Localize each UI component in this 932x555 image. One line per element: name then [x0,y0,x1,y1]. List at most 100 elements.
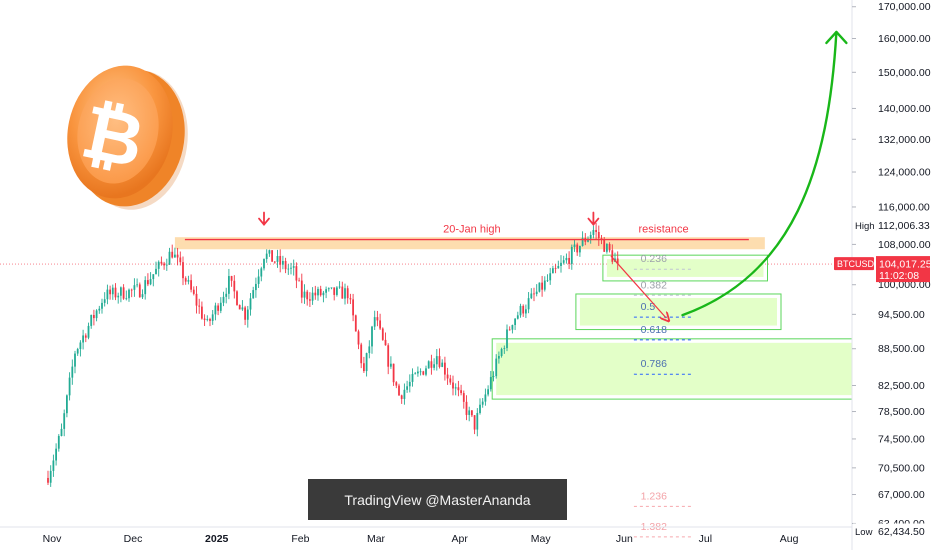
candle-body [487,389,489,395]
candle-body [98,308,101,311]
resistance-label-right: resistance [639,224,689,236]
projected-dip-arrow [610,255,666,318]
candle-body [184,278,187,282]
candle-body [398,385,400,396]
candle-body [174,254,176,258]
candle-body [579,245,581,253]
candle-body [109,289,111,295]
candle-body [114,287,117,298]
x-tick-label: 2025 [205,533,229,545]
y-tick-label: 67,000.00 [878,489,925,501]
candle-body [187,280,190,282]
candle-body [379,320,381,329]
high-price-value: 112,006.33 [878,220,930,232]
candle-body [68,377,71,396]
candle-body [300,280,303,298]
candle-body [462,393,465,402]
candle-body [195,293,198,306]
candle-body [425,368,427,375]
candle-body [214,305,217,315]
candle-body [360,344,363,364]
candle-body [581,237,584,246]
y-tick-label: 116,000.00 [878,201,930,213]
candle-body [93,314,95,319]
fib-level-label: 0.236 [641,253,667,265]
candle-body [411,373,414,382]
candle-body [306,291,309,300]
candle-body [365,353,368,372]
x-tick-label: Mar [367,533,386,545]
low-price-tag: Low [855,527,873,538]
candle-body [465,401,468,415]
candle-body [147,280,149,285]
candle-body [511,325,514,330]
candle-body [538,282,541,292]
candle-body [498,356,500,359]
x-tick-label: Feb [291,533,309,545]
high-price-value-bg [876,217,930,233]
candle-body [311,292,314,301]
candle-body [141,294,144,298]
candle-body [363,363,365,372]
candle-body [87,325,90,338]
candle-body [209,319,211,321]
candle-body [600,238,603,240]
candle-body [570,246,573,264]
candle-body [346,288,349,299]
candle-body [452,382,454,389]
candle-body [257,276,260,284]
candle-body [279,256,282,265]
fib-level-label: 0.382 [641,279,667,291]
down-arrow-icon [587,211,600,226]
y-tick-label: 140,000.00 [878,103,931,115]
countdown-timer: 11:02:08 [879,270,919,282]
candle-body [541,282,543,290]
candle-body [222,296,225,303]
candle-body [284,260,287,270]
candle-body [265,253,268,260]
candle-body [349,298,352,300]
candle-body [198,305,201,307]
x-tick-label: Apr [452,533,469,545]
candle-body [392,363,395,383]
candle-body [255,283,257,291]
candle-body [192,289,195,294]
candle-body [122,287,125,299]
support-zone-border-1 [602,254,769,282]
candle-body [473,415,476,430]
fib-level-label: 0.786 [641,358,667,370]
candle-body [298,280,300,282]
candle-body [554,268,557,270]
candle-body [79,342,82,350]
candle-body [290,267,292,269]
candle-body [249,298,252,310]
candle-body [155,268,157,275]
candle-body [592,229,595,235]
candle-body [168,251,171,265]
candle-body [106,289,109,300]
candle-body [292,266,295,268]
candle-body [368,346,371,354]
candle-body [506,329,508,349]
candle-body [322,292,325,296]
candle-body [157,261,160,269]
candle-body [55,448,57,461]
low-price-value: 62,434.50 [878,526,925,538]
candle-body [543,280,546,290]
candle-body [603,239,606,252]
candle-body [101,302,103,309]
symbol-tag-bg [834,257,874,271]
candle-body [525,309,527,314]
candle-body [503,348,506,349]
candle-body [236,291,238,306]
candle-body [152,274,155,280]
candle-body [228,276,230,294]
candle-body [427,361,430,369]
candle-body [390,363,392,367]
candle-body [611,250,614,262]
candle-body [417,371,419,374]
y-tick-label: 108,000.00 [878,239,931,251]
candle-body [295,266,298,281]
candle-body [565,257,568,261]
